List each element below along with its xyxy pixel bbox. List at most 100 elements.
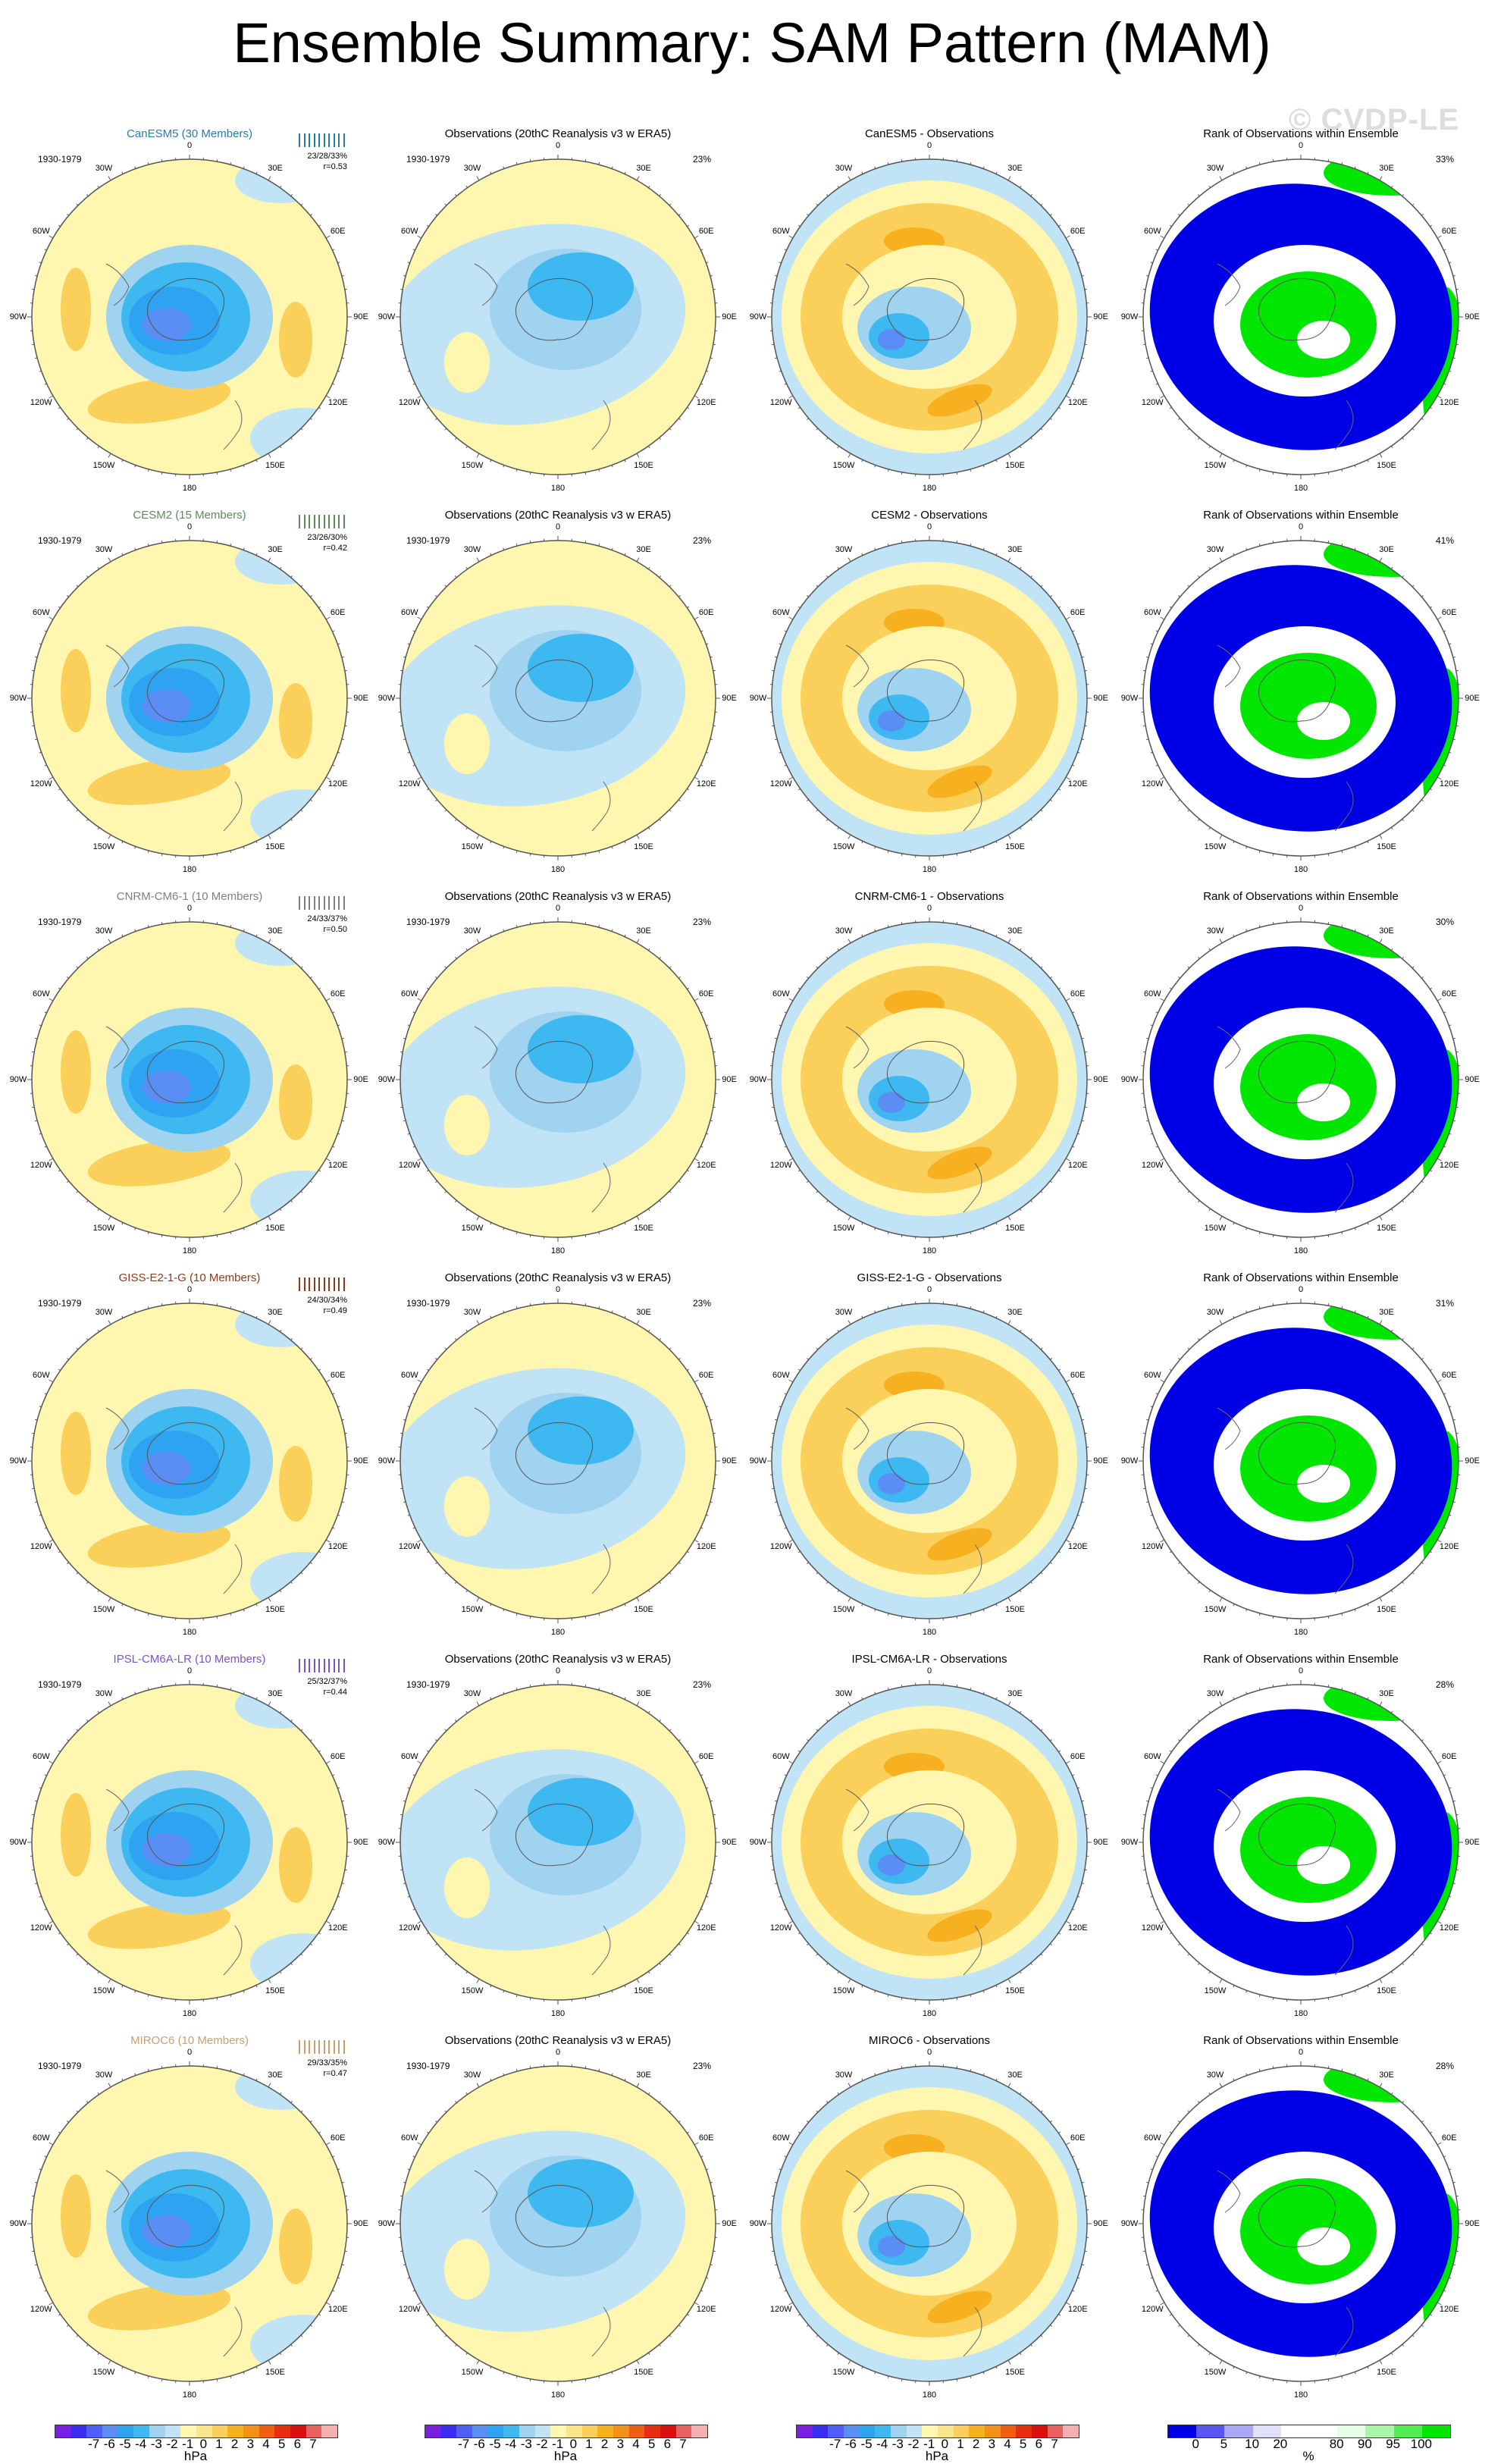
boundary-tick	[1143, 670, 1145, 671]
boundary-tick	[1050, 1181, 1051, 1183]
colorbar-tick-label: 100	[1411, 2437, 1432, 2452]
boundary-tick	[798, 988, 800, 989]
meridian-label: 180	[1294, 865, 1308, 874]
colorbar-tick-label: -7	[88, 2437, 99, 2452]
boundary-tick	[280, 948, 281, 950]
boundary-tick	[122, 842, 123, 844]
meridian-label: 60W	[1144, 1371, 1161, 1380]
meridian-label: 90E	[1093, 2219, 1108, 2228]
contour-field	[393, 2066, 716, 2381]
colorbar-tick-label: 5	[278, 2437, 285, 2452]
boundary-tick	[45, 1012, 47, 1013]
meridian-label: 60W	[33, 989, 50, 998]
colorbar-swatch	[954, 2425, 970, 2437]
explained-variance: 23%	[693, 1679, 711, 1690]
meridian-label: 90W	[10, 2219, 27, 2228]
colorbar-swatch	[1168, 2425, 1196, 2437]
meridian-label: 150E	[1377, 461, 1396, 470]
boundary-tick	[713, 1433, 716, 1434]
boundary-tick	[1444, 765, 1446, 766]
meridian-label: 60E	[331, 608, 346, 617]
boundary-tick	[1412, 1729, 1414, 1731]
meridian-label: 120W	[30, 779, 52, 788]
boundary-tick	[1380, 1702, 1382, 1706]
meridian-label: 30E	[268, 1689, 283, 1698]
boundary-tick	[1233, 553, 1234, 556]
boundary-tick	[996, 172, 997, 174]
boundary-tick	[86, 1719, 88, 1721]
rank-panel-title: Rank of Observations within Ensemble	[1111, 509, 1490, 522]
boundary-tick	[217, 1616, 218, 1619]
meridian-label: 120W	[770, 2305, 792, 2314]
boundary-tick	[49, 1761, 53, 1763]
boundary-tick	[445, 1191, 446, 1193]
meridian-label: 120E	[1068, 2305, 1088, 2314]
boundary-tick	[1430, 2314, 1431, 2315]
boundary-tick	[713, 2251, 716, 2252]
boundary-tick	[435, 977, 437, 978]
colorbar-swatch	[472, 2425, 488, 2437]
meridian-label: 90W	[378, 1075, 396, 1084]
boundary-tick	[256, 1316, 257, 1318]
meridian-label: 150E	[265, 1605, 285, 1614]
boundary-tick	[798, 2314, 800, 2315]
meridian-label: 60W	[33, 1371, 50, 1380]
boundary-tick	[1430, 2132, 1431, 2133]
meridian-label: 30W	[835, 2071, 853, 2080]
boundary-tick	[45, 1146, 47, 1147]
boundary-tick	[789, 1380, 793, 1382]
boundary-tick	[1444, 2290, 1446, 2291]
boundary-tick	[301, 1348, 302, 1350]
boundary-tick	[785, 249, 787, 250]
meridian-label: 90E	[1465, 1075, 1480, 1084]
boundary-tick	[1391, 186, 1393, 187]
boundary-tick	[862, 1223, 863, 1225]
boundary-tick	[1220, 453, 1222, 457]
meridian-label: 90E	[722, 694, 737, 703]
member-tick	[304, 896, 306, 910]
yellow-lobe	[444, 1857, 490, 1918]
boundary-tick	[1188, 1348, 1189, 1350]
meridian-label: 30W	[835, 1308, 853, 1317]
boundary-tick	[862, 935, 863, 937]
boundary-tick	[1143, 289, 1145, 290]
negative-anomaly-3	[878, 329, 905, 350]
boundary-tick	[838, 2093, 839, 2094]
boundary-tick	[98, 1208, 99, 1210]
meridian-label: 120E	[1440, 1542, 1459, 1551]
boundary-tick	[98, 567, 99, 569]
meridian-label: 90W	[1121, 1838, 1139, 1847]
colorbar-tick-label: 6	[1036, 2437, 1042, 2452]
boundary-tick	[108, 1597, 111, 1601]
boundary-tick	[1156, 1146, 1158, 1147]
boundary-tick	[1041, 2111, 1042, 2112]
boundary-tick	[1402, 1338, 1404, 1340]
meridian-label: 30W	[835, 545, 853, 554]
boundary-tick	[585, 922, 586, 924]
meridian-label: 30E	[268, 926, 283, 936]
colorbar-swatch	[180, 2425, 196, 2437]
orange-lobe	[61, 1412, 91, 1495]
boundary-tick	[789, 617, 793, 619]
meridian-label: 120W	[1142, 1161, 1164, 1170]
boundary-tick	[669, 2111, 671, 2112]
boundary-tick	[826, 2344, 828, 2346]
colorbar-swatch	[691, 2425, 707, 2437]
member-tick	[299, 1659, 300, 1672]
boundary-tick	[86, 2101, 88, 2102]
member-tick	[328, 1277, 330, 1291]
meridian-label: 180	[183, 484, 196, 493]
boundary-tick	[1220, 1597, 1222, 1601]
boundary-tick	[1437, 1380, 1441, 1382]
meridian-label: 90E	[722, 312, 737, 321]
meridian-label: 120E	[1440, 779, 1459, 788]
colorbar-swatch	[306, 2425, 322, 2437]
colorbar-swatch	[1032, 2425, 1048, 2437]
boundary-tick	[826, 957, 828, 958]
boundary-tick	[678, 1358, 680, 1359]
meridian-label: 150W	[462, 842, 484, 851]
meridian-label: 30W	[1207, 926, 1224, 936]
meridian-label: 60E	[1070, 1752, 1086, 1761]
period-label: 1930-1979	[406, 1298, 450, 1309]
light-blue-lobe	[250, 789, 355, 850]
